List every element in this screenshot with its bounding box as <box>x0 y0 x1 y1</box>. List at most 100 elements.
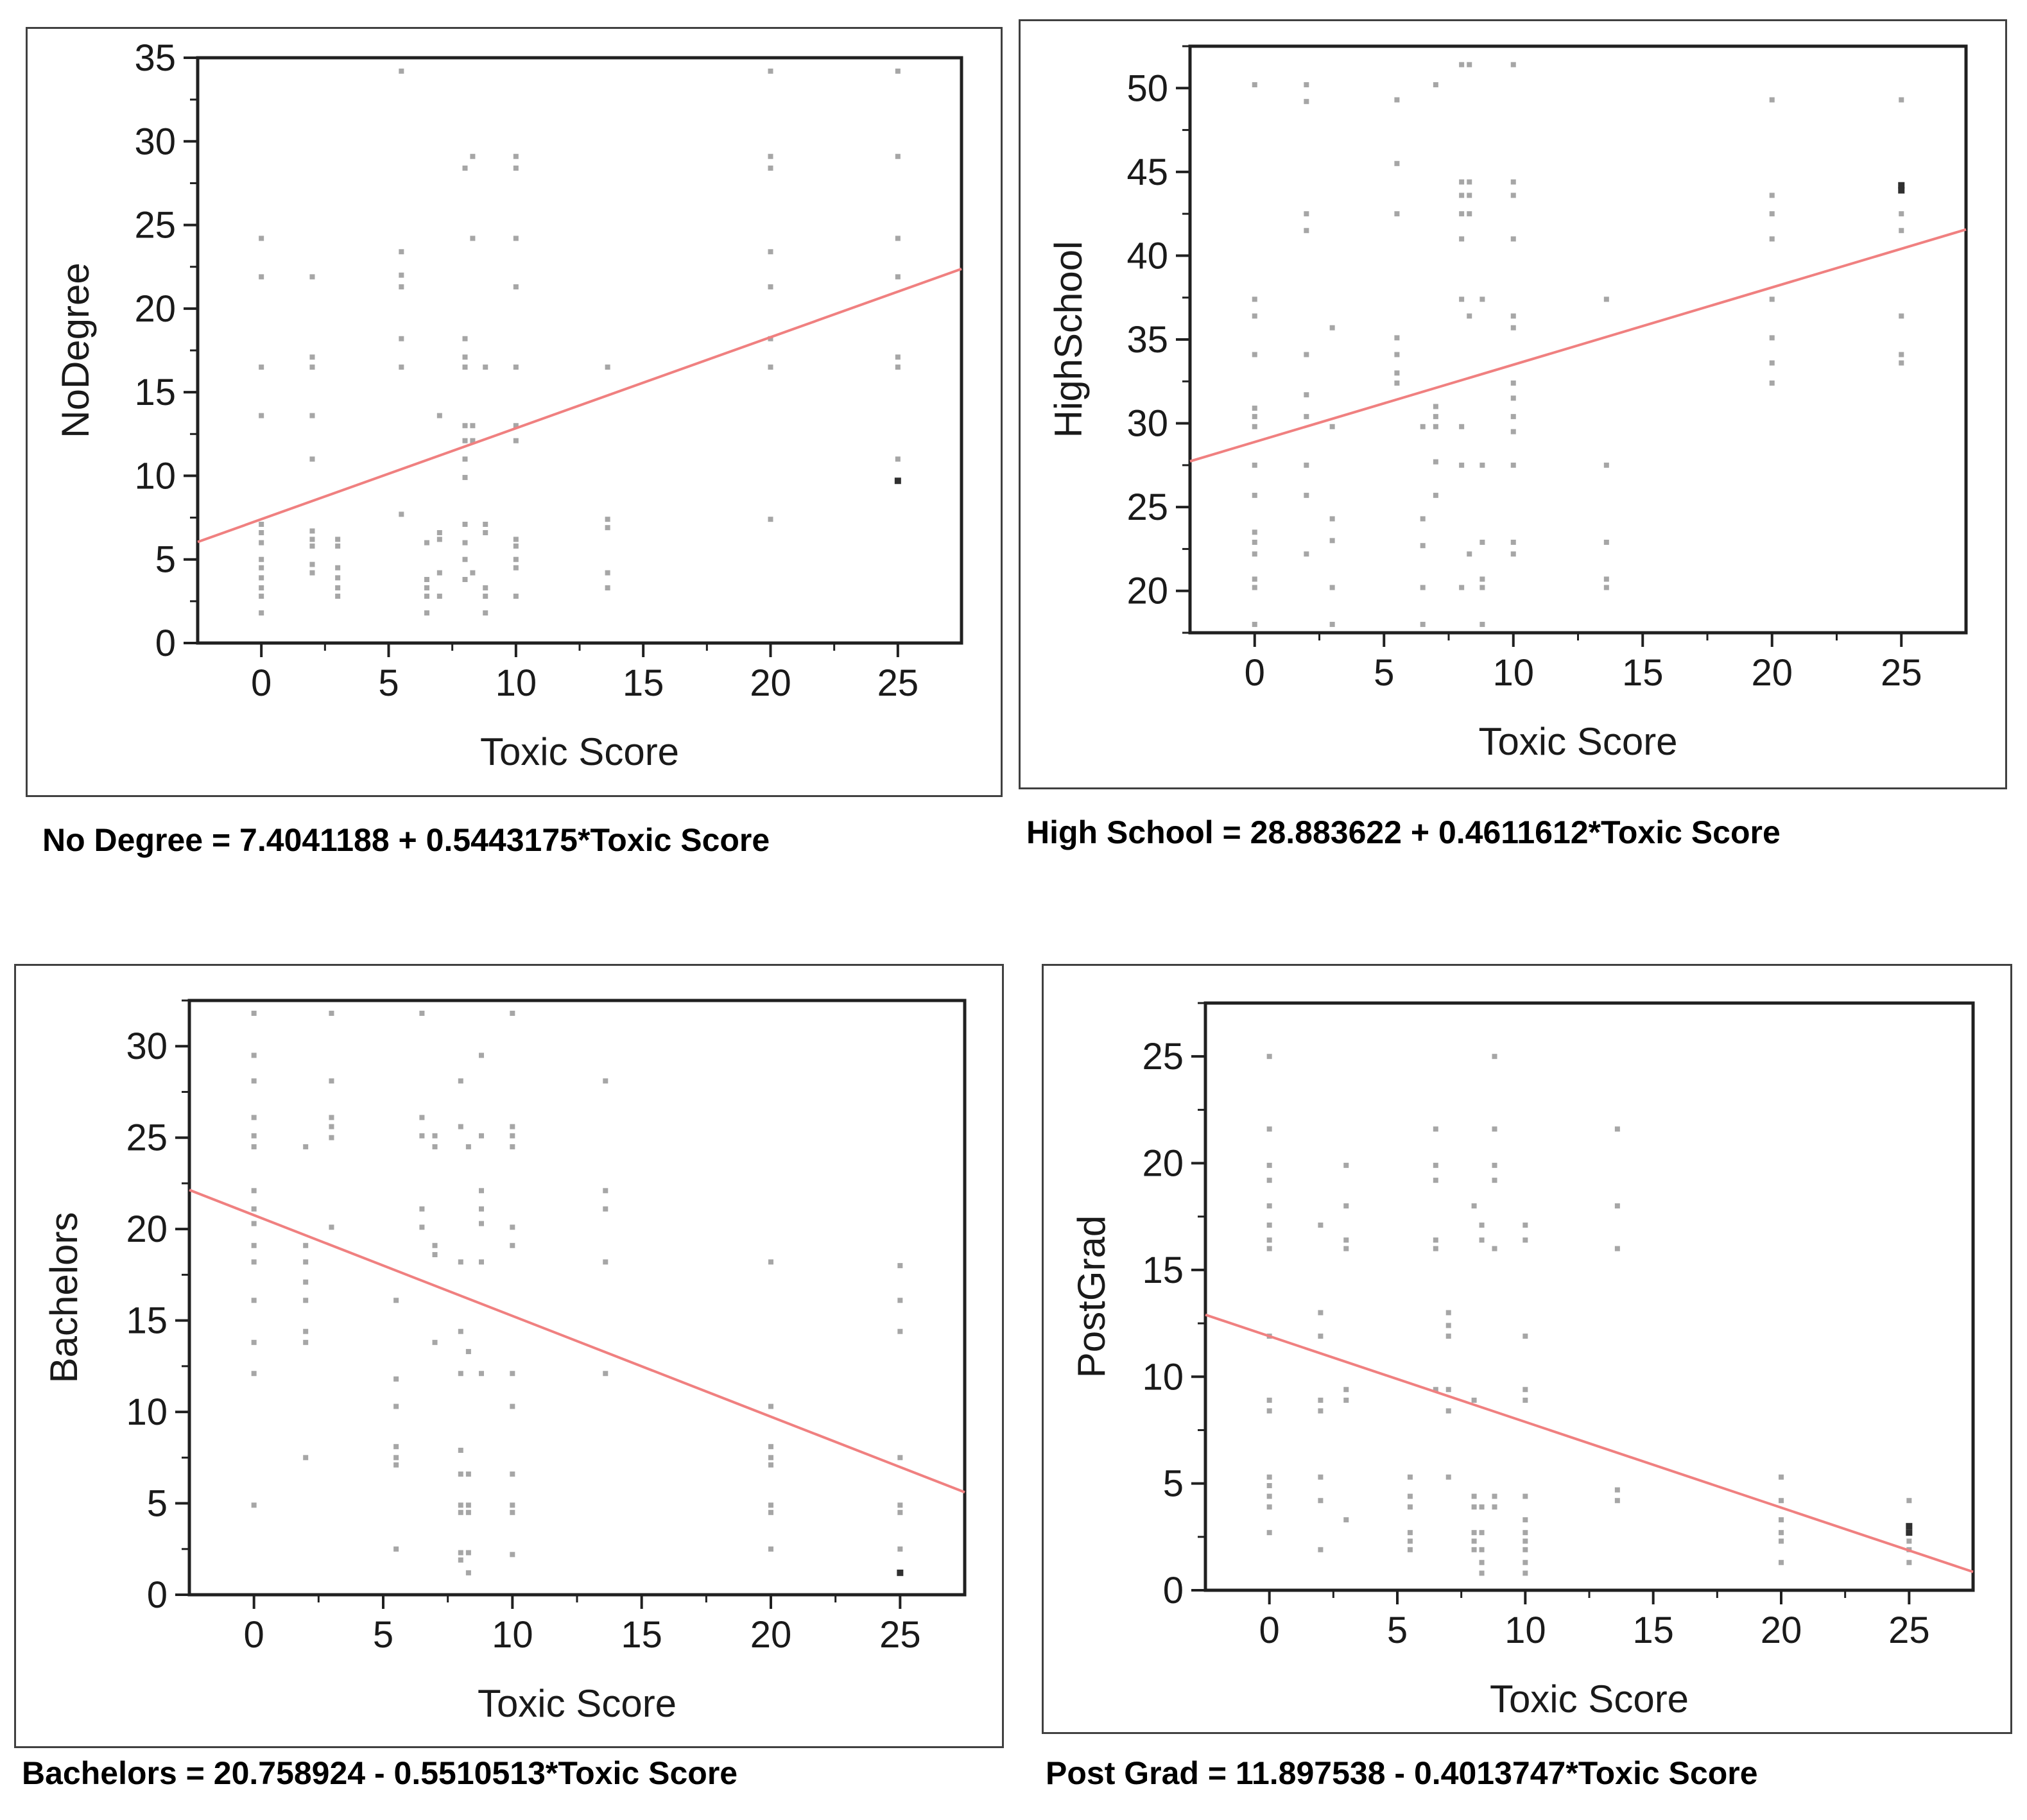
data-point <box>1318 1334 1324 1339</box>
data-point <box>303 1259 309 1265</box>
data-point <box>251 1242 257 1248</box>
data-point <box>1899 360 1904 366</box>
data-point <box>1318 1498 1324 1504</box>
x-tick-label: 5 <box>378 662 399 704</box>
data-point <box>458 1509 463 1515</box>
regression-line <box>1189 228 1967 463</box>
data-point <box>1479 539 1485 545</box>
data-point <box>1329 325 1335 331</box>
data-point <box>1252 529 1257 535</box>
data-point <box>1394 211 1400 217</box>
data-point <box>479 1133 485 1138</box>
data-point <box>393 1455 399 1461</box>
data-point <box>1266 1178 1272 1183</box>
data-point <box>1906 1523 1913 1530</box>
data-point <box>1479 462 1485 468</box>
x-tick-label: 20 <box>1761 1610 1802 1651</box>
data-point <box>259 565 264 571</box>
data-point <box>513 165 519 171</box>
data-point <box>513 556 519 562</box>
data-point <box>251 1010 257 1016</box>
data-point <box>1603 539 1609 545</box>
data-point <box>1492 1246 1497 1251</box>
data-point <box>1304 392 1309 398</box>
data-point <box>1603 296 1609 302</box>
data-point <box>479 1259 485 1265</box>
x-tick-label: 25 <box>1888 1610 1930 1651</box>
data-point <box>1433 82 1438 88</box>
data-point <box>1318 1397 1324 1403</box>
y-tick-label: 35 <box>134 37 176 79</box>
data-point <box>470 423 476 429</box>
x-tick-label: 25 <box>877 662 919 704</box>
data-point <box>309 456 315 462</box>
data-point <box>462 354 468 360</box>
data-point <box>1266 1530 1272 1536</box>
scatter-plot-postgrad: 0 5 10 15 20 25 0 5 10 15 20 25 Toxic Score PostGrad <box>1070 1001 1975 1721</box>
data-point <box>1492 1178 1497 1183</box>
data-point <box>897 1502 903 1508</box>
data-point <box>251 1115 257 1120</box>
regression-line <box>197 268 962 544</box>
data-point <box>462 576 468 582</box>
data-point <box>1769 211 1775 217</box>
data-point <box>1394 370 1400 376</box>
data-point <box>1899 313 1904 319</box>
data-point <box>1522 1530 1528 1536</box>
data-point <box>458 1371 463 1377</box>
data-point <box>1318 1408 1324 1414</box>
data-point <box>1266 1493 1272 1499</box>
chart-panel-bachelors: 0 5 10 15 20 25 0 5 10 15 20 25 30 Toxic Score Bachelo… <box>0 910 1014 1820</box>
data-point <box>1471 1493 1477 1499</box>
data-point <box>1343 1397 1349 1403</box>
data-point <box>895 274 901 280</box>
data-point <box>605 570 610 576</box>
data-point <box>1445 1408 1451 1414</box>
data-point <box>768 1462 773 1468</box>
data-point <box>1304 551 1309 557</box>
data-point <box>329 1115 334 1120</box>
data-point <box>603 1371 608 1377</box>
data-point <box>1522 1223 1528 1228</box>
data-point <box>1522 1397 1528 1403</box>
data-point <box>251 1339 257 1345</box>
data-point <box>1779 1474 1784 1480</box>
y-tick-label: 15 <box>1142 1249 1184 1291</box>
y-tick-label: 20 <box>134 288 176 330</box>
data-point <box>1343 1246 1349 1251</box>
data-point <box>251 1502 257 1508</box>
data-point <box>259 521 264 527</box>
x-tick-label: 5 <box>1374 652 1394 694</box>
data-point <box>399 511 404 517</box>
data-point <box>513 365 519 370</box>
data-point <box>1906 1529 1913 1536</box>
data-point <box>1433 1162 1438 1168</box>
data-point <box>1467 179 1472 185</box>
data-point <box>432 1133 438 1138</box>
data-point <box>1479 621 1485 627</box>
data-point <box>399 284 404 289</box>
data-point <box>1510 325 1516 331</box>
data-point <box>1252 406 1257 411</box>
data-point <box>483 530 488 536</box>
data-point <box>335 565 341 571</box>
data-point <box>303 1242 309 1248</box>
data-point <box>1906 1498 1912 1504</box>
data-point <box>1304 462 1309 468</box>
data-point <box>1779 1517 1784 1523</box>
scatter-plot-highschool: 0 5 10 15 20 25 20 25 30 35 40 45 50 Toxic Score HighS… <box>1047 44 1968 763</box>
data-point <box>424 576 429 582</box>
chart-frame: 0 5 10 15 20 25 0 5 10 15 20 25 30 Toxic Score Bachelo… <box>14 964 1004 1748</box>
data-point <box>1420 424 1426 429</box>
data-point <box>399 68 404 74</box>
x-axis-label: Toxic Score <box>480 730 679 773</box>
data-point <box>1522 1547 1528 1552</box>
data-point <box>1304 414 1309 420</box>
data-point <box>1459 424 1465 429</box>
data-point <box>510 1124 515 1129</box>
data-point <box>1479 1223 1485 1228</box>
data-point <box>251 1298 257 1303</box>
data-point <box>605 525 610 531</box>
y-tick-label: 0 <box>1163 1570 1184 1611</box>
data-point <box>1769 236 1775 242</box>
